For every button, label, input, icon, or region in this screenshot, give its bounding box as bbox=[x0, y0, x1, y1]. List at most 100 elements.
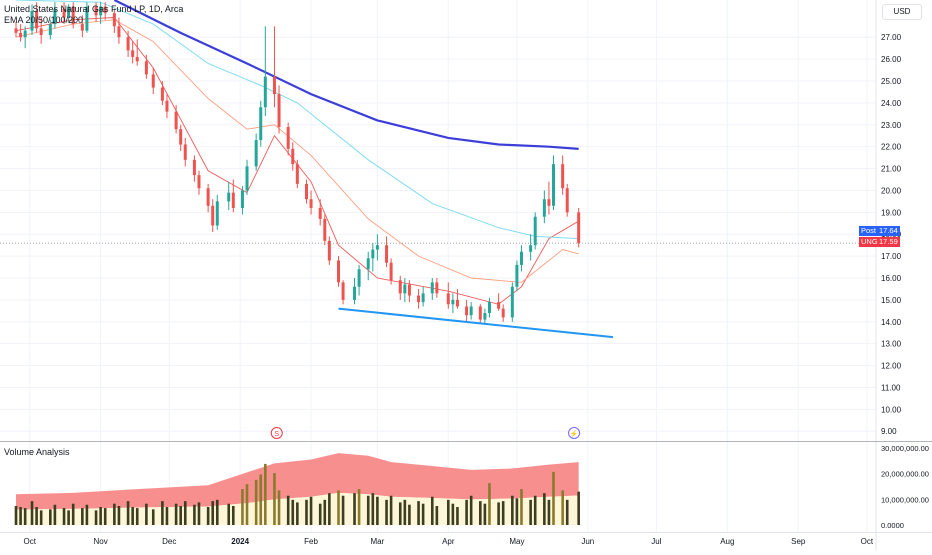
time-tick-label: Jun bbox=[581, 537, 594, 546]
candle-body bbox=[421, 293, 425, 303]
volume-bar bbox=[231, 506, 235, 525]
time-tick-label: Dec bbox=[162, 537, 176, 546]
price-tick-label: 19.00 bbox=[881, 208, 902, 217]
candle-body bbox=[385, 245, 389, 263]
volume-bar bbox=[446, 499, 450, 525]
price-tick-label: 25.00 bbox=[881, 77, 902, 86]
candle-body bbox=[533, 216, 537, 246]
volume-bar bbox=[227, 503, 231, 525]
candle-body bbox=[547, 199, 551, 206]
volume-bar bbox=[561, 490, 564, 525]
candle-body bbox=[542, 199, 546, 217]
volume-band-upper bbox=[16, 453, 579, 510]
candle-body bbox=[211, 205, 215, 226]
candle-body bbox=[19, 32, 23, 38]
candle-body bbox=[215, 201, 219, 226]
price-tick-label: 17.00 bbox=[881, 252, 902, 261]
volume-bar bbox=[529, 499, 532, 525]
candle-body bbox=[94, 6, 98, 16]
candle-body bbox=[430, 282, 434, 294]
candle-body bbox=[259, 107, 263, 141]
price-tick-label: 16.00 bbox=[881, 274, 902, 283]
price-tick-label: 22.00 bbox=[881, 143, 902, 152]
volume-tick-label: 10,000,000.00 bbox=[881, 495, 929, 504]
candle-body bbox=[487, 302, 491, 314]
post-price-tag: Post 17.64 bbox=[859, 226, 900, 236]
volume-bar bbox=[193, 504, 196, 525]
candle-body bbox=[337, 260, 341, 283]
candle-body bbox=[192, 159, 196, 176]
candle-body bbox=[85, 6, 89, 31]
candle-body bbox=[515, 264, 519, 287]
price-tick-label: 26.00 bbox=[881, 55, 902, 64]
time-tick-label: Oct bbox=[861, 537, 874, 546]
candle-body bbox=[231, 192, 235, 208]
candle-body bbox=[174, 111, 178, 130]
candle-body bbox=[403, 284, 407, 294]
volume-bar bbox=[318, 503, 322, 525]
currency-button[interactable]: USD bbox=[882, 4, 922, 20]
volume-bar bbox=[81, 508, 84, 525]
volume-bar bbox=[398, 502, 402, 525]
candle-body bbox=[151, 74, 155, 88]
time-tick-label: Oct bbox=[24, 537, 37, 546]
candle-body bbox=[131, 50, 135, 57]
candle-body bbox=[483, 313, 487, 320]
volume-bars bbox=[14, 463, 580, 525]
candle-body bbox=[103, 6, 107, 14]
volume-bar bbox=[488, 483, 491, 525]
post-label: Post bbox=[861, 226, 877, 235]
candle-body bbox=[295, 164, 299, 184]
volume-bar bbox=[53, 504, 57, 525]
volume-bar bbox=[30, 501, 34, 525]
volume-bar bbox=[353, 493, 356, 525]
candle-body bbox=[357, 269, 361, 287]
candle-body bbox=[286, 126, 290, 149]
candle-body bbox=[240, 190, 244, 208]
volume-bar bbox=[291, 499, 295, 525]
price-tick-label: 20.00 bbox=[881, 186, 902, 195]
volume-bar bbox=[273, 473, 276, 525]
volume-bar bbox=[99, 507, 102, 525]
candle-body bbox=[291, 148, 295, 165]
volume-bar bbox=[501, 501, 505, 525]
ema-line-2 bbox=[15, 19, 579, 283]
candle-body bbox=[469, 306, 473, 316]
volume-bar bbox=[103, 508, 107, 525]
event-marker-label: S bbox=[274, 431, 279, 438]
price-tick-label: 12.00 bbox=[881, 362, 902, 371]
trendline bbox=[338, 307, 614, 339]
volume-tick-label: 20,000,000.00 bbox=[881, 470, 929, 479]
candle-body bbox=[227, 192, 231, 202]
time-tick-label: Sep bbox=[791, 537, 806, 546]
volume-bar bbox=[245, 484, 249, 525]
volume-bar bbox=[19, 507, 22, 525]
volume-bar bbox=[174, 503, 178, 525]
volume-bar bbox=[337, 490, 340, 525]
volume-bar bbox=[366, 495, 370, 525]
candle-body bbox=[71, 6, 75, 25]
volume-bar bbox=[515, 498, 519, 525]
volume-bar bbox=[286, 495, 290, 525]
candle-body bbox=[39, 28, 43, 36]
time-tick-label: Apr bbox=[442, 537, 455, 546]
volume-bar bbox=[94, 510, 98, 525]
volume-bar bbox=[389, 495, 393, 525]
price-tick-label: 27.00 bbox=[881, 33, 902, 42]
candle-body bbox=[14, 28, 18, 33]
candle-body bbox=[35, 10, 39, 29]
event-markers: S ⚡ bbox=[270, 427, 581, 439]
volume-bar bbox=[469, 495, 473, 525]
candle-body bbox=[435, 282, 439, 294]
candle-body bbox=[478, 306, 482, 320]
candle-body bbox=[277, 94, 281, 127]
last-label: UNG bbox=[861, 237, 878, 246]
volume-bar bbox=[376, 496, 379, 525]
candle-body bbox=[144, 61, 148, 75]
candle-body bbox=[112, 13, 116, 27]
volume-bar bbox=[241, 489, 244, 525]
